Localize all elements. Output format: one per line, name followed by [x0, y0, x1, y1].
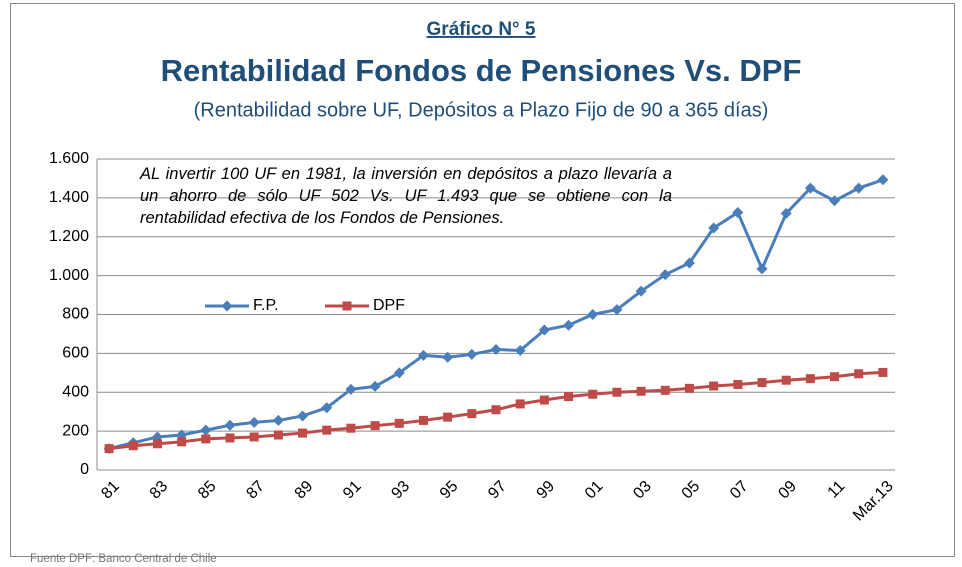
marker [588, 389, 598, 399]
marker [635, 285, 647, 297]
marker [611, 304, 623, 316]
marker [564, 392, 574, 402]
marker [248, 416, 260, 428]
marker [394, 418, 404, 428]
marker [756, 263, 768, 275]
legend-label: DPF [373, 297, 405, 314]
annotation: AL invertir 100 UF en 1981, la inversión… [140, 165, 672, 227]
marker [733, 379, 743, 389]
marker [612, 387, 622, 397]
marker [224, 419, 236, 431]
marker [393, 367, 405, 379]
y-tick-label: 1.400 [49, 189, 89, 206]
marker [781, 375, 791, 385]
marker [467, 409, 477, 419]
marker [490, 343, 502, 355]
marker [104, 444, 114, 454]
y-tick-label: 800 [62, 306, 89, 323]
marker [587, 309, 599, 320]
marker [780, 207, 792, 219]
marker [466, 348, 478, 360]
marker [805, 374, 815, 384]
marker [442, 351, 454, 363]
marker [225, 433, 235, 443]
marker [853, 182, 865, 194]
marker [563, 319, 575, 331]
marker [854, 369, 864, 379]
marker [346, 423, 356, 433]
marker [201, 434, 211, 444]
y-tick-label: 600 [62, 345, 89, 362]
marker [708, 222, 720, 234]
marker [659, 269, 671, 281]
marker [321, 402, 333, 414]
y-tick-label: 200 [62, 422, 89, 439]
marker [877, 174, 889, 186]
y-tick-label: 1.600 [49, 150, 89, 167]
marker [660, 385, 670, 395]
marker [249, 432, 259, 442]
marker [878, 367, 888, 377]
legend-label: F.P. [253, 297, 279, 314]
y-tick-label: 1.000 [49, 267, 89, 284]
marker [272, 414, 284, 426]
marker [829, 195, 841, 207]
marker [443, 412, 453, 422]
marker [128, 441, 138, 451]
marker [683, 257, 695, 269]
marker [515, 399, 525, 409]
marker [342, 301, 352, 311]
marker [369, 380, 381, 392]
marker [177, 437, 187, 447]
marker [491, 405, 501, 415]
marker [322, 425, 332, 435]
source-note: Fuente DPF: Banco Central de Chile [30, 553, 217, 565]
chart-title: Rentabilidad Fondos de Pensiones Vs. DPF [161, 53, 802, 88]
marker [539, 395, 549, 405]
marker [417, 349, 429, 361]
marker [636, 386, 646, 396]
marker [200, 424, 212, 436]
y-tick-label: 0 [80, 461, 89, 478]
marker [757, 378, 767, 388]
marker [804, 182, 816, 194]
marker [732, 206, 744, 218]
chart-subtitle: (Rentabilidad sobre UF, Depósitos a Plaz… [194, 99, 769, 121]
marker [273, 430, 283, 440]
marker [345, 383, 357, 395]
chart-frame [10, 3, 955, 557]
marker [709, 381, 719, 391]
marker [152, 439, 162, 449]
marker [514, 344, 526, 356]
marker [684, 383, 694, 393]
chart-kicker: Gráfico N° 5 [427, 19, 536, 40]
y-tick-label: 400 [62, 383, 89, 400]
marker [298, 428, 308, 438]
marker [830, 372, 840, 382]
marker [221, 300, 233, 312]
marker [370, 421, 380, 431]
marker [297, 410, 309, 422]
marker [538, 324, 550, 336]
marker [418, 415, 428, 425]
y-tick-label: 1.200 [49, 228, 89, 245]
